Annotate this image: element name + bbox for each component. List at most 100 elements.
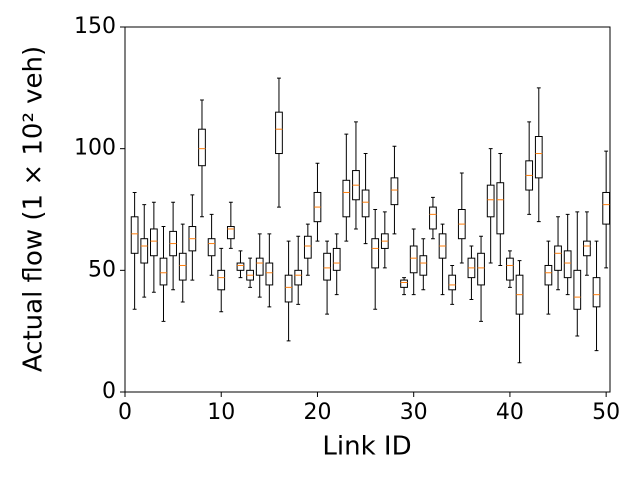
whisker-high	[431, 196, 435, 208]
whisker-high	[296, 235, 301, 271]
whisker-high	[565, 213, 570, 251]
box	[563, 250, 572, 279]
plot-frame	[124, 26, 611, 393]
box	[448, 274, 457, 291]
box	[198, 128, 206, 167]
whisker-high	[459, 172, 464, 210]
whisker-high	[325, 240, 330, 254]
whisker-low	[469, 277, 474, 301]
whisker-low	[421, 275, 426, 291]
whisker-low	[565, 277, 570, 296]
box	[207, 238, 216, 257]
whisker-high	[527, 121, 532, 161]
whisker-high	[536, 87, 541, 137]
whisker-low	[604, 224, 609, 269]
whisker-low	[363, 216, 368, 245]
box	[554, 245, 562, 271]
whisker-low	[536, 177, 541, 223]
whisker-low	[286, 301, 291, 342]
whisker-low	[527, 190, 532, 215]
whisker-low	[479, 284, 483, 322]
whisker-low	[354, 199, 358, 230]
whisker-high	[546, 240, 551, 266]
box	[477, 252, 485, 286]
whisker-high	[450, 264, 455, 276]
box	[294, 269, 303, 286]
whisker-high	[248, 257, 253, 271]
box	[573, 269, 582, 310]
whisker-high	[575, 211, 580, 271]
whisker-low	[180, 280, 185, 303]
box	[323, 252, 331, 281]
whisker-high	[517, 260, 522, 276]
whisker-high	[161, 226, 166, 259]
whisker-high	[594, 240, 599, 278]
box	[159, 257, 168, 286]
box	[236, 262, 245, 271]
y-tick-label: 0	[102, 379, 116, 404]
whisker-high	[363, 153, 368, 191]
whisker-high	[132, 191, 137, 217]
box	[592, 277, 601, 308]
box	[130, 216, 139, 254]
whisker-high	[190, 194, 195, 227]
box	[150, 228, 158, 257]
x-tick-label: 50	[592, 400, 620, 425]
whisker-high	[421, 238, 426, 256]
y-tick-label: 100	[74, 136, 116, 161]
whisker-low	[132, 253, 137, 310]
whisker-high	[584, 211, 589, 242]
whisker-high	[411, 228, 416, 246]
x-tick-label: 40	[496, 400, 524, 425]
box	[361, 189, 370, 218]
whisker-high	[392, 145, 397, 178]
whisker-high	[277, 77, 281, 113]
whisker-high	[238, 250, 243, 264]
whisker-high	[219, 247, 224, 271]
box	[602, 191, 611, 225]
box	[429, 206, 437, 230]
whisker-low	[450, 289, 455, 305]
whisker-high	[382, 211, 387, 234]
box	[303, 235, 312, 259]
whisker-high	[228, 201, 233, 227]
whisker-high	[257, 233, 262, 259]
whisker-low	[315, 221, 320, 242]
x-tick-label: 30	[400, 400, 428, 425]
whisker-low	[373, 267, 378, 310]
whisker-low	[594, 306, 599, 352]
whisker-low	[228, 238, 233, 249]
box	[419, 255, 428, 276]
whisker-high	[142, 204, 147, 239]
whisker-low	[171, 255, 176, 291]
whisker-low	[161, 284, 166, 322]
x-tick-label: 10	[207, 400, 235, 425]
whisker-low	[151, 255, 156, 293]
whisker-high	[180, 223, 185, 254]
x-tick-label: 0	[118, 400, 132, 425]
whisker-high	[479, 235, 483, 254]
whisker-low	[219, 289, 224, 313]
y-tick-label: 50	[88, 257, 116, 282]
box	[496, 182, 505, 235]
whisker-low	[392, 204, 397, 235]
whisker-low	[142, 263, 147, 298]
whisker-low	[411, 272, 416, 296]
whisker-high	[200, 99, 204, 130]
whisker-low	[584, 255, 589, 276]
box	[583, 240, 591, 257]
whisker-high	[286, 240, 291, 276]
box	[140, 238, 149, 264]
whisker-high	[354, 121, 358, 171]
whisker-high	[334, 233, 339, 249]
box	[409, 245, 418, 274]
whisker-high	[604, 150, 609, 193]
box	[534, 136, 543, 179]
whisker-low	[305, 258, 310, 276]
whisker-low	[575, 309, 580, 337]
whisker-high	[440, 223, 445, 234]
box	[178, 252, 187, 281]
whisker-low	[325, 280, 330, 315]
whisker-low	[334, 270, 339, 296]
